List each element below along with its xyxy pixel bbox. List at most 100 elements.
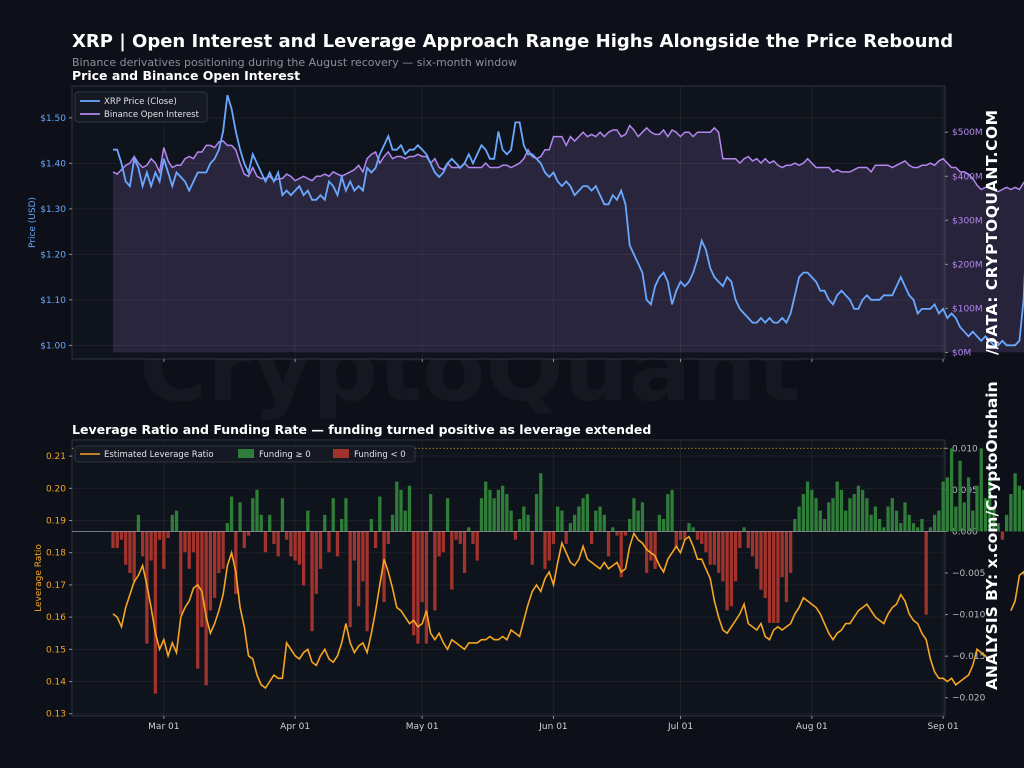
funding-bar-pos xyxy=(801,494,805,532)
funding-bar-neg xyxy=(157,531,162,540)
bottom-right-tick-label-0: −0.020 xyxy=(952,694,986,704)
funding-bar-neg xyxy=(293,531,297,561)
top-panel-title: Price and Binance Open Interest xyxy=(72,68,301,83)
funding-bar-pos xyxy=(340,518,344,532)
top-left-tick-label-1: $1.10 xyxy=(40,296,66,306)
funding-bar-pos xyxy=(869,514,873,532)
top-right-tick-label-0: $0M xyxy=(952,348,971,358)
funding-bar-neg xyxy=(547,531,551,561)
funding-bar-pos xyxy=(390,514,395,532)
funding-bar-pos xyxy=(403,510,407,532)
funding-bar-pos xyxy=(797,506,801,532)
funding-bar-neg xyxy=(454,531,458,540)
funding-bar-pos xyxy=(793,518,797,532)
bottom-right-tick-label-2: −0.010 xyxy=(952,611,986,621)
x-tick-label-6: Sep 01 xyxy=(927,722,958,732)
funding-bar-neg xyxy=(162,531,166,569)
funding-bar-pos xyxy=(280,498,285,532)
funding-bar-pos xyxy=(873,506,877,532)
funding-bar-pos xyxy=(229,496,234,532)
bottom-left-tick-label-6: 0.19 xyxy=(46,517,66,527)
funding-bar-pos xyxy=(890,498,894,532)
funding-bar-neg xyxy=(738,531,742,549)
funding-bar-pos xyxy=(636,510,640,532)
funding-bar-neg xyxy=(649,531,653,561)
funding-bar-pos xyxy=(1009,494,1013,532)
funding-bar-neg xyxy=(755,531,759,569)
funding-bar-pos xyxy=(577,506,581,532)
funding-bar-pos xyxy=(1013,473,1017,532)
funding-bar-neg xyxy=(462,531,467,574)
funding-bar-neg xyxy=(272,531,276,544)
funding-bar-neg xyxy=(1000,531,1005,540)
legend-funding-neg-label: Funding < 0 xyxy=(354,450,406,460)
bottom-left-tick-label-1: 0.14 xyxy=(46,678,66,688)
funding-bar-neg xyxy=(382,531,386,603)
funding-bar-neg xyxy=(683,531,687,540)
funding-bar-neg xyxy=(234,531,238,594)
funding-bar-pos xyxy=(988,477,992,532)
funding-bar-neg xyxy=(780,531,784,578)
funding-bar-pos xyxy=(509,510,513,532)
funding-bar-neg xyxy=(208,531,213,611)
funding-bar-neg xyxy=(187,531,191,569)
top-right-tick-label-1: $100M xyxy=(952,304,983,314)
funding-bar-pos xyxy=(496,489,501,532)
funding-bar-pos xyxy=(560,510,564,532)
leverage-line-segment-0 xyxy=(112,531,991,690)
funding-bar-pos xyxy=(467,527,471,532)
funding-bar-pos xyxy=(818,510,822,532)
bottom-left-tick-label-2: 0.15 xyxy=(46,645,66,655)
funding-bar-neg xyxy=(314,531,318,594)
funding-bar-neg xyxy=(246,531,251,536)
top-left-tick-label-2: $1.20 xyxy=(40,250,66,260)
funding-bar-pos xyxy=(687,523,691,532)
funding-bar-neg xyxy=(310,531,314,632)
top-left-tick-label-0: $1.00 xyxy=(40,341,66,351)
funding-bar-pos xyxy=(831,498,835,532)
funding-bar-pos xyxy=(526,514,530,532)
funding-bar-pos xyxy=(492,498,496,532)
funding-bar-pos xyxy=(628,518,632,532)
top-right-tick-label-4: $400M xyxy=(952,172,983,182)
chart-subtitle: Binance derivatives positioning during t… xyxy=(72,56,517,69)
top-left-tick-label-3: $1.30 xyxy=(40,205,66,215)
funding-bar-pos xyxy=(996,523,1000,532)
funding-bar-pos xyxy=(174,510,179,532)
x-tick-label-2: May 01 xyxy=(406,722,439,732)
funding-bar-pos xyxy=(903,502,907,532)
funding-bar-pos xyxy=(962,502,966,532)
funding-bar-neg xyxy=(141,531,145,557)
funding-bar-neg xyxy=(776,531,780,623)
bottom-legend: Estimated Leverage Ratio Funding ≥ 0 Fundi… xyxy=(74,445,416,463)
funding-bar-pos xyxy=(907,514,911,532)
funding-bar-pos xyxy=(395,481,399,532)
funding-bar-pos xyxy=(611,527,615,532)
funding-bar-pos xyxy=(568,523,573,532)
price-oi-panel: $1.00 $1.10 $1.20 $1.30 $1.40 $1.50 $0M $100M $2… xyxy=(28,85,1024,362)
funding-bar-neg xyxy=(420,531,424,603)
funding-bar-pos xyxy=(941,481,945,532)
funding-bar-neg xyxy=(530,531,534,565)
funding-bar-pos xyxy=(882,527,886,532)
funding-bar-neg xyxy=(285,531,289,540)
funding-bar-pos xyxy=(691,527,695,532)
funding-bar-neg xyxy=(327,531,331,553)
funding-bar-neg xyxy=(297,531,301,565)
funding-bar-pos xyxy=(1005,514,1009,532)
funding-bar-pos xyxy=(255,489,259,532)
legend-funding-pos-swatch xyxy=(238,449,254,458)
funding-bar-neg xyxy=(551,531,556,544)
funding-bar-neg xyxy=(301,531,306,586)
funding-bar-pos xyxy=(598,506,602,532)
funding-bar-neg xyxy=(335,531,340,557)
funding-bar-neg xyxy=(416,531,420,644)
chart-main-title: XRP | Open Interest and Leverage Approac… xyxy=(72,31,954,52)
funding-bar-neg xyxy=(412,531,416,636)
funding-bar-pos xyxy=(827,502,831,532)
analysis-credit: ANALYSIS BY: x.com/CryptoOnchain xyxy=(983,381,1001,690)
funding-bar-pos xyxy=(522,506,526,532)
funding-bar-neg xyxy=(179,531,183,615)
funding-bar-neg xyxy=(712,531,717,565)
funding-bar-neg xyxy=(674,531,678,549)
